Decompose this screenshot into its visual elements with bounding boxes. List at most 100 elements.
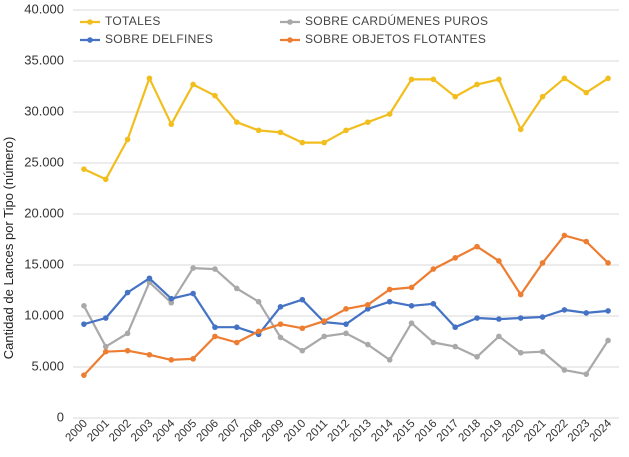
- data-point: [190, 81, 196, 88]
- x-tick-label: 2011: [304, 418, 330, 444]
- data-point: [605, 337, 611, 344]
- data-point: [168, 299, 175, 306]
- x-tick-label: 2001: [85, 418, 112, 445]
- data-point: [146, 75, 153, 82]
- data-point: [539, 260, 546, 266]
- gridlines: [73, 9, 619, 419]
- data-point: [81, 321, 87, 327]
- data-point: [102, 176, 109, 183]
- y-tick-label: 15.000: [24, 256, 64, 271]
- data-point: [168, 121, 175, 128]
- data-point: [277, 334, 284, 341]
- data-point: [539, 93, 546, 100]
- x-tick-label: 2005: [173, 418, 200, 445]
- legend-swatch-marker: [287, 37, 293, 43]
- data-point: [517, 126, 524, 133]
- series-sobre-delfines: [81, 275, 611, 338]
- data-point: [212, 324, 218, 331]
- data-point: [474, 315, 480, 321]
- data-point: [255, 127, 262, 134]
- x-tick-label: 2012: [326, 418, 353, 445]
- data-point: [299, 325, 306, 332]
- series-lines: [81, 75, 611, 378]
- x-tick-label: 2006: [194, 418, 221, 445]
- data-point: [496, 258, 502, 264]
- data-point: [365, 119, 371, 125]
- x-tick-label: 2004: [151, 417, 178, 444]
- data-point: [386, 298, 393, 305]
- y-axis-ticks: 0 5.000 10.000 15.000 20.000 25.000 30.000 35.0…: [24, 1, 64, 424]
- data-point: [102, 315, 109, 321]
- data-point: [496, 76, 502, 83]
- data-point: [517, 315, 524, 321]
- data-point: [408, 303, 415, 309]
- y-tick-label: 25.000: [24, 154, 64, 169]
- y-tick-label: 10.000: [24, 307, 64, 322]
- series-sobre-objetos-flotantes: [81, 232, 611, 378]
- data-point: [81, 166, 87, 172]
- data-point: [474, 243, 480, 250]
- data-point: [212, 92, 218, 99]
- data-point: [605, 308, 611, 314]
- data-point: [234, 285, 240, 292]
- data-point: [146, 351, 153, 358]
- data-point: [430, 76, 437, 83]
- x-tick-label: 2021: [522, 418, 549, 445]
- data-point: [168, 357, 175, 363]
- x-axis-ticks: 2000200120022003200420052006200720082009…: [63, 417, 614, 444]
- data-point: [408, 284, 415, 291]
- legend-label: SOBRE CARDÚMENES PUROS: [305, 13, 488, 28]
- data-point: [561, 232, 568, 239]
- data-point: [343, 127, 349, 134]
- data-point: [583, 371, 590, 377]
- y-tick-label: 5.000: [31, 358, 64, 373]
- data-point: [517, 291, 524, 298]
- data-point: [561, 75, 568, 82]
- data-point: [605, 75, 611, 82]
- data-point: [277, 321, 284, 327]
- data-point: [365, 341, 371, 348]
- data-point: [299, 139, 306, 146]
- y-tick-label: 35.000: [24, 52, 64, 67]
- data-point: [299, 296, 306, 303]
- legend-item: SOBRE CARDÚMENES PUROS: [280, 13, 488, 28]
- data-point: [452, 343, 459, 350]
- data-point: [452, 324, 459, 331]
- data-point: [234, 339, 240, 346]
- data-point: [81, 372, 87, 378]
- data-point: [474, 81, 480, 88]
- x-tick-label: 2022: [544, 418, 571, 445]
- x-tick-label: 2009: [260, 418, 287, 445]
- legend-item: SOBRE DELFINES: [80, 32, 213, 46]
- data-point: [124, 136, 131, 143]
- data-point: [496, 316, 502, 322]
- y-tick-label: 0: [57, 409, 64, 424]
- data-point: [452, 255, 459, 261]
- data-point: [190, 265, 196, 271]
- legend-swatch-marker: [287, 19, 293, 25]
- data-point: [539, 348, 546, 355]
- data-point: [255, 328, 262, 335]
- series-sobre-card-menes-puros: [81, 265, 611, 377]
- data-point: [583, 89, 590, 96]
- x-tick-label: 2020: [500, 418, 527, 445]
- legend-label: SOBRE OBJETOS FLOTANTES: [305, 32, 486, 46]
- data-point: [321, 318, 327, 324]
- data-point: [496, 333, 502, 340]
- data-point: [365, 301, 371, 308]
- y-tick-label: 30.000: [24, 103, 64, 118]
- data-point: [124, 289, 131, 296]
- data-point: [474, 354, 480, 360]
- data-point: [81, 303, 87, 309]
- data-point: [146, 275, 153, 282]
- y-axis-label: Cantidad de Lances por Tipo (número): [1, 137, 16, 360]
- y-tick-label: 20.000: [24, 205, 64, 220]
- data-point: [299, 347, 306, 354]
- x-tick-label: 2018: [457, 418, 484, 445]
- x-tick-label: 2010: [282, 418, 309, 445]
- x-tick-label: 2000: [63, 418, 90, 445]
- series-line: [83, 234, 609, 376]
- x-tick-label: 2007: [216, 418, 243, 445]
- data-point: [102, 343, 109, 350]
